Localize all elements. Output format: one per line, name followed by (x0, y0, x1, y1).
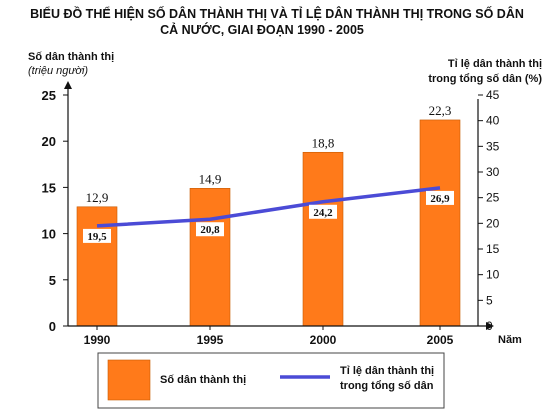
x-tick-label: 2000 (310, 333, 337, 347)
right-axis-title: Tỉ lệ dân thành thị (448, 58, 542, 70)
plot-area: 051015202505101520253035404512,914,918,8… (42, 81, 522, 347)
legend: Số dân thành thị Tỉ lệ dân thành thị tro… (97, 352, 445, 409)
right-tick-label: 30 (486, 165, 500, 179)
bar-2000 (302, 151, 344, 327)
legend-bar-label: Số dân thành thị (160, 374, 246, 386)
rate-label-bg (83, 228, 111, 243)
legend-box (97, 352, 445, 409)
rate-point-label: 19,5 (87, 231, 107, 243)
x-tick-label: 1990 (84, 333, 111, 347)
legend-bar-swatch (107, 359, 151, 401)
bar-2005 (419, 119, 461, 327)
chart-title-line-1: BIỂU ĐỒ THỂ HIỆN SỐ DÂN THÀNH THỊ VÀ TỈ … (30, 6, 524, 21)
bar-value-label: 12,9 (86, 190, 109, 205)
right-tick-label: 10 (486, 268, 500, 282)
right-tick-label: 45 (486, 88, 500, 102)
right-tick-label: 40 (486, 114, 500, 128)
right-tick-label: 25 (486, 191, 500, 205)
x-tick-label: 2005 (427, 333, 454, 347)
left-axis-arrow (64, 81, 72, 89)
left-tick-label: 0 (49, 319, 56, 334)
chart-title-line-2: CẢ NƯỚC, GIAI ĐOẠN 1990 - 2005 (160, 22, 364, 37)
x-tick-label: 1995 (197, 333, 224, 347)
rate-point-label: 26,9 (430, 193, 450, 205)
left-axis-unit: (triệu người) (28, 65, 88, 77)
x-axis-arrow (486, 322, 494, 330)
left-tick-label: 5 (49, 273, 56, 288)
right-tick-label: 5 (486, 293, 493, 307)
rate-label-bg (196, 222, 224, 237)
right-tick-label: 35 (486, 139, 500, 153)
right-tick-label: 15 (486, 242, 500, 256)
legend-line-label-1: Tỉ lệ dân thành thị (340, 365, 434, 377)
bar-1995 (189, 188, 231, 327)
right-axis-unit: trong tổng số dân (%) (428, 73, 542, 85)
left-axis-title: Số dân thành thị (28, 51, 114, 63)
rate-label-bg (426, 190, 454, 205)
rate-label-bg (309, 204, 337, 219)
left-tick-label: 20 (42, 134, 56, 149)
rate-line (96, 186, 441, 228)
rate-point-label: 24,2 (313, 207, 333, 219)
rate-point-label: 20,8 (200, 224, 220, 236)
bar-value-label: 18,8 (312, 135, 335, 150)
left-tick-label: 25 (42, 88, 56, 103)
left-tick-label: 15 (42, 180, 56, 195)
x-axis-title: Năm (498, 334, 522, 346)
left-tick-label: 10 (42, 227, 56, 242)
legend-line-label-2: trong tổng số dân (340, 380, 434, 392)
bar-value-label: 22,3 (429, 103, 452, 118)
bar-value-label: 14,9 (199, 171, 222, 186)
right-tick-label: 20 (486, 216, 500, 230)
